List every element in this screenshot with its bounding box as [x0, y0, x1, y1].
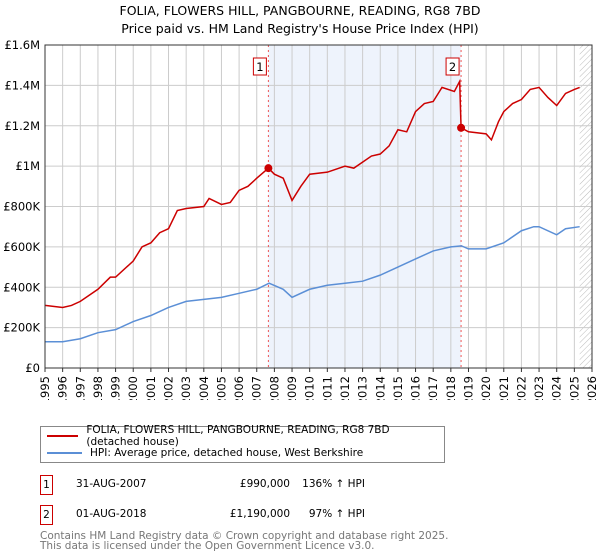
title-line-2: Price paid vs. HM Land Registry's House … — [121, 21, 479, 36]
sale-marker-box — [252, 57, 267, 76]
x-tick-label: 2003 — [179, 376, 193, 400]
x-tick-label: 2008 — [267, 376, 281, 400]
y-tick-label: £1.6M — [4, 38, 40, 52]
hpi-line — [45, 225, 580, 343]
sale-marker-badge: 2 — [40, 505, 53, 525]
x-tick-label: 1999 — [109, 376, 123, 400]
x-tick-label: 2020 — [479, 376, 493, 400]
footer: Contains HM Land Registry data © Crown c… — [40, 530, 449, 552]
blue-line-swatch — [47, 452, 82, 454]
x-tick-label: 2016 — [409, 376, 423, 400]
x-tick-label: 1996 — [56, 376, 70, 400]
x-tick-label: 2001 — [144, 376, 158, 400]
legend-label: FOLIA, FLOWERS HILL, PANGBOURNE, READING… — [86, 424, 390, 448]
sale-price: £990,000 — [239, 478, 290, 490]
price-paid-line — [44, 78, 580, 309]
x-tick-label: 2025 — [567, 376, 581, 400]
x-tick-label: 2006 — [232, 376, 246, 400]
x-tick-label: 2007 — [250, 376, 264, 400]
sale-marker-box — [445, 57, 460, 76]
x-tick-label: 2009 — [285, 376, 299, 400]
x-tick-label: 2011 — [320, 376, 334, 400]
chart-title: FOLIA, FLOWERS HILL, PANGBOURNE, READING… — [0, 2, 600, 38]
legend: FOLIA, FLOWERS HILL, PANGBOURNE, READING… — [40, 424, 445, 463]
x-tick-label: 1997 — [73, 376, 87, 400]
sale-hpi: 97% ↑ HPI — [308, 508, 365, 520]
y-tick-label: £600K — [3, 240, 40, 254]
x-tick-label: 2015 — [391, 376, 405, 400]
x-tick-label: 2021 — [497, 376, 511, 400]
x-tick-label: 2018 — [444, 376, 458, 400]
x-tick-label: 2014 — [373, 376, 387, 400]
x-tick-label: 2013 — [356, 376, 370, 400]
footer-line: Contains HM Land Registry data © Crown c… — [40, 530, 449, 542]
x-tick-label: 2004 — [197, 376, 211, 400]
x-tick-label: 2002 — [162, 376, 176, 400]
x-tick-label: 1998 — [91, 376, 105, 400]
title-line-1: FOLIA, FLOWERS HILL, PANGBOURNE, READING… — [119, 3, 481, 18]
x-tick-label: 1995 — [38, 376, 52, 400]
plot-frame — [44, 44, 593, 369]
x-tick-label: 2010 — [303, 376, 317, 400]
y-tick-label: £1M — [15, 159, 40, 173]
y-tick-label: £0 — [25, 361, 40, 375]
x-tick-label: 2026 — [585, 376, 599, 400]
x-tick-label: 2005 — [214, 376, 228, 400]
x-tick-label: 2024 — [550, 376, 564, 400]
x-tick-label: 2019 — [461, 376, 475, 400]
sale-row: 2 01-AUG-2018 £1,190,000 97% ↑ HPI — [40, 505, 440, 525]
y-tick-label: £1.4M — [4, 78, 40, 92]
sale-marker-badge: 1 — [40, 475, 53, 495]
footer-line: This data is licensed under the Open Gov… — [40, 540, 375, 552]
y-tick-label: £400K — [3, 280, 40, 294]
sale-marker-label: 2 — [449, 60, 456, 74]
sale-point — [264, 164, 273, 173]
price-chart: 1995 1996 1997 1998 1999 2000 2001 2002 2003 2004… — [3, 38, 599, 400]
x-tick-label: 2017 — [426, 376, 440, 400]
sale-date: 01-AUG-2018 — [76, 508, 147, 520]
x-tick-label: 2012 — [338, 376, 352, 400]
sale-hpi: 136% ↑ HPI — [302, 478, 365, 490]
sale-date: 31-AUG-2007 — [76, 478, 147, 490]
y-tick-label: £800K — [3, 200, 40, 214]
sale-row: 1 31-AUG-2007 £990,000 136% ↑ HPI — [40, 475, 440, 495]
legend-item-hpi: HPI: Average price, detached house, West… — [47, 445, 363, 461]
y-tick-label: £200K — [3, 321, 40, 335]
red-line-swatch — [47, 435, 79, 437]
y-tick-label: £1.2M — [4, 119, 40, 133]
sale-point — [457, 123, 466, 132]
x-tick-label: 2023 — [532, 376, 546, 400]
x-tick-label: 2000 — [126, 376, 140, 400]
legend-label: HPI: Average price, detached house, West… — [90, 447, 364, 459]
legend-item-property: FOLIA, FLOWERS HILL, PANGBOURNE, READING… — [47, 424, 444, 448]
sale-marker-label: 1 — [256, 60, 263, 74]
sale-price: £1,190,000 — [229, 508, 290, 520]
x-tick-label: 2022 — [514, 376, 528, 400]
